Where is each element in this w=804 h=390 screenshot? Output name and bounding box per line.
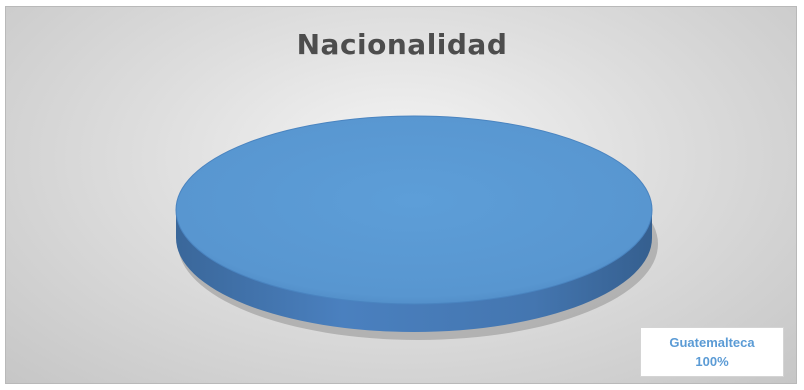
pie-slices: [175, 115, 658, 340]
pie-slice-edge-guatemalteca: [176, 210, 652, 332]
data-label-value: 100%: [695, 354, 729, 369]
data-label-category: Guatemalteca: [669, 335, 755, 350]
chart-title: Nacionalidad: [296, 28, 508, 61]
data-label-guatemalteca: Guatemalteca 100%: [640, 327, 784, 377]
pie-slice-guatemalteca: [175, 115, 653, 305]
